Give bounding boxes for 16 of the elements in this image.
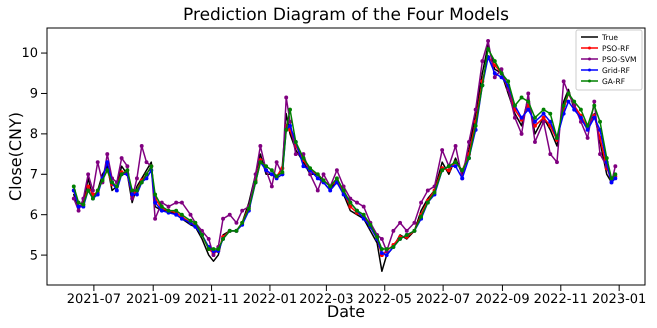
x-tick-label: 2022-11	[534, 292, 588, 308]
x-tick-label: 2022-01	[242, 292, 298, 308]
chart-title: Prediction Diagram of the Four Models	[183, 5, 510, 25]
y-axis-title: Close(CNY)	[6, 112, 25, 201]
x-tick-label: 2022-09	[475, 292, 530, 308]
x-tick-label: 2021-07	[66, 292, 122, 308]
x-tick-label: 2021-09	[126, 292, 180, 308]
y-tick-label: 10	[21, 46, 38, 62]
x-tick-label: 2023-01	[592, 292, 646, 308]
x-tick-label: 2021-11	[184, 292, 239, 308]
y-tick-label: 9	[30, 86, 38, 102]
y-tick-label: 7	[30, 167, 38, 182]
x-tick-label: 2022-07	[416, 292, 470, 308]
y-tick-label: 8	[30, 127, 38, 142]
y-tick-label: 6	[30, 208, 38, 223]
y-tick-label: 5	[30, 248, 38, 264]
